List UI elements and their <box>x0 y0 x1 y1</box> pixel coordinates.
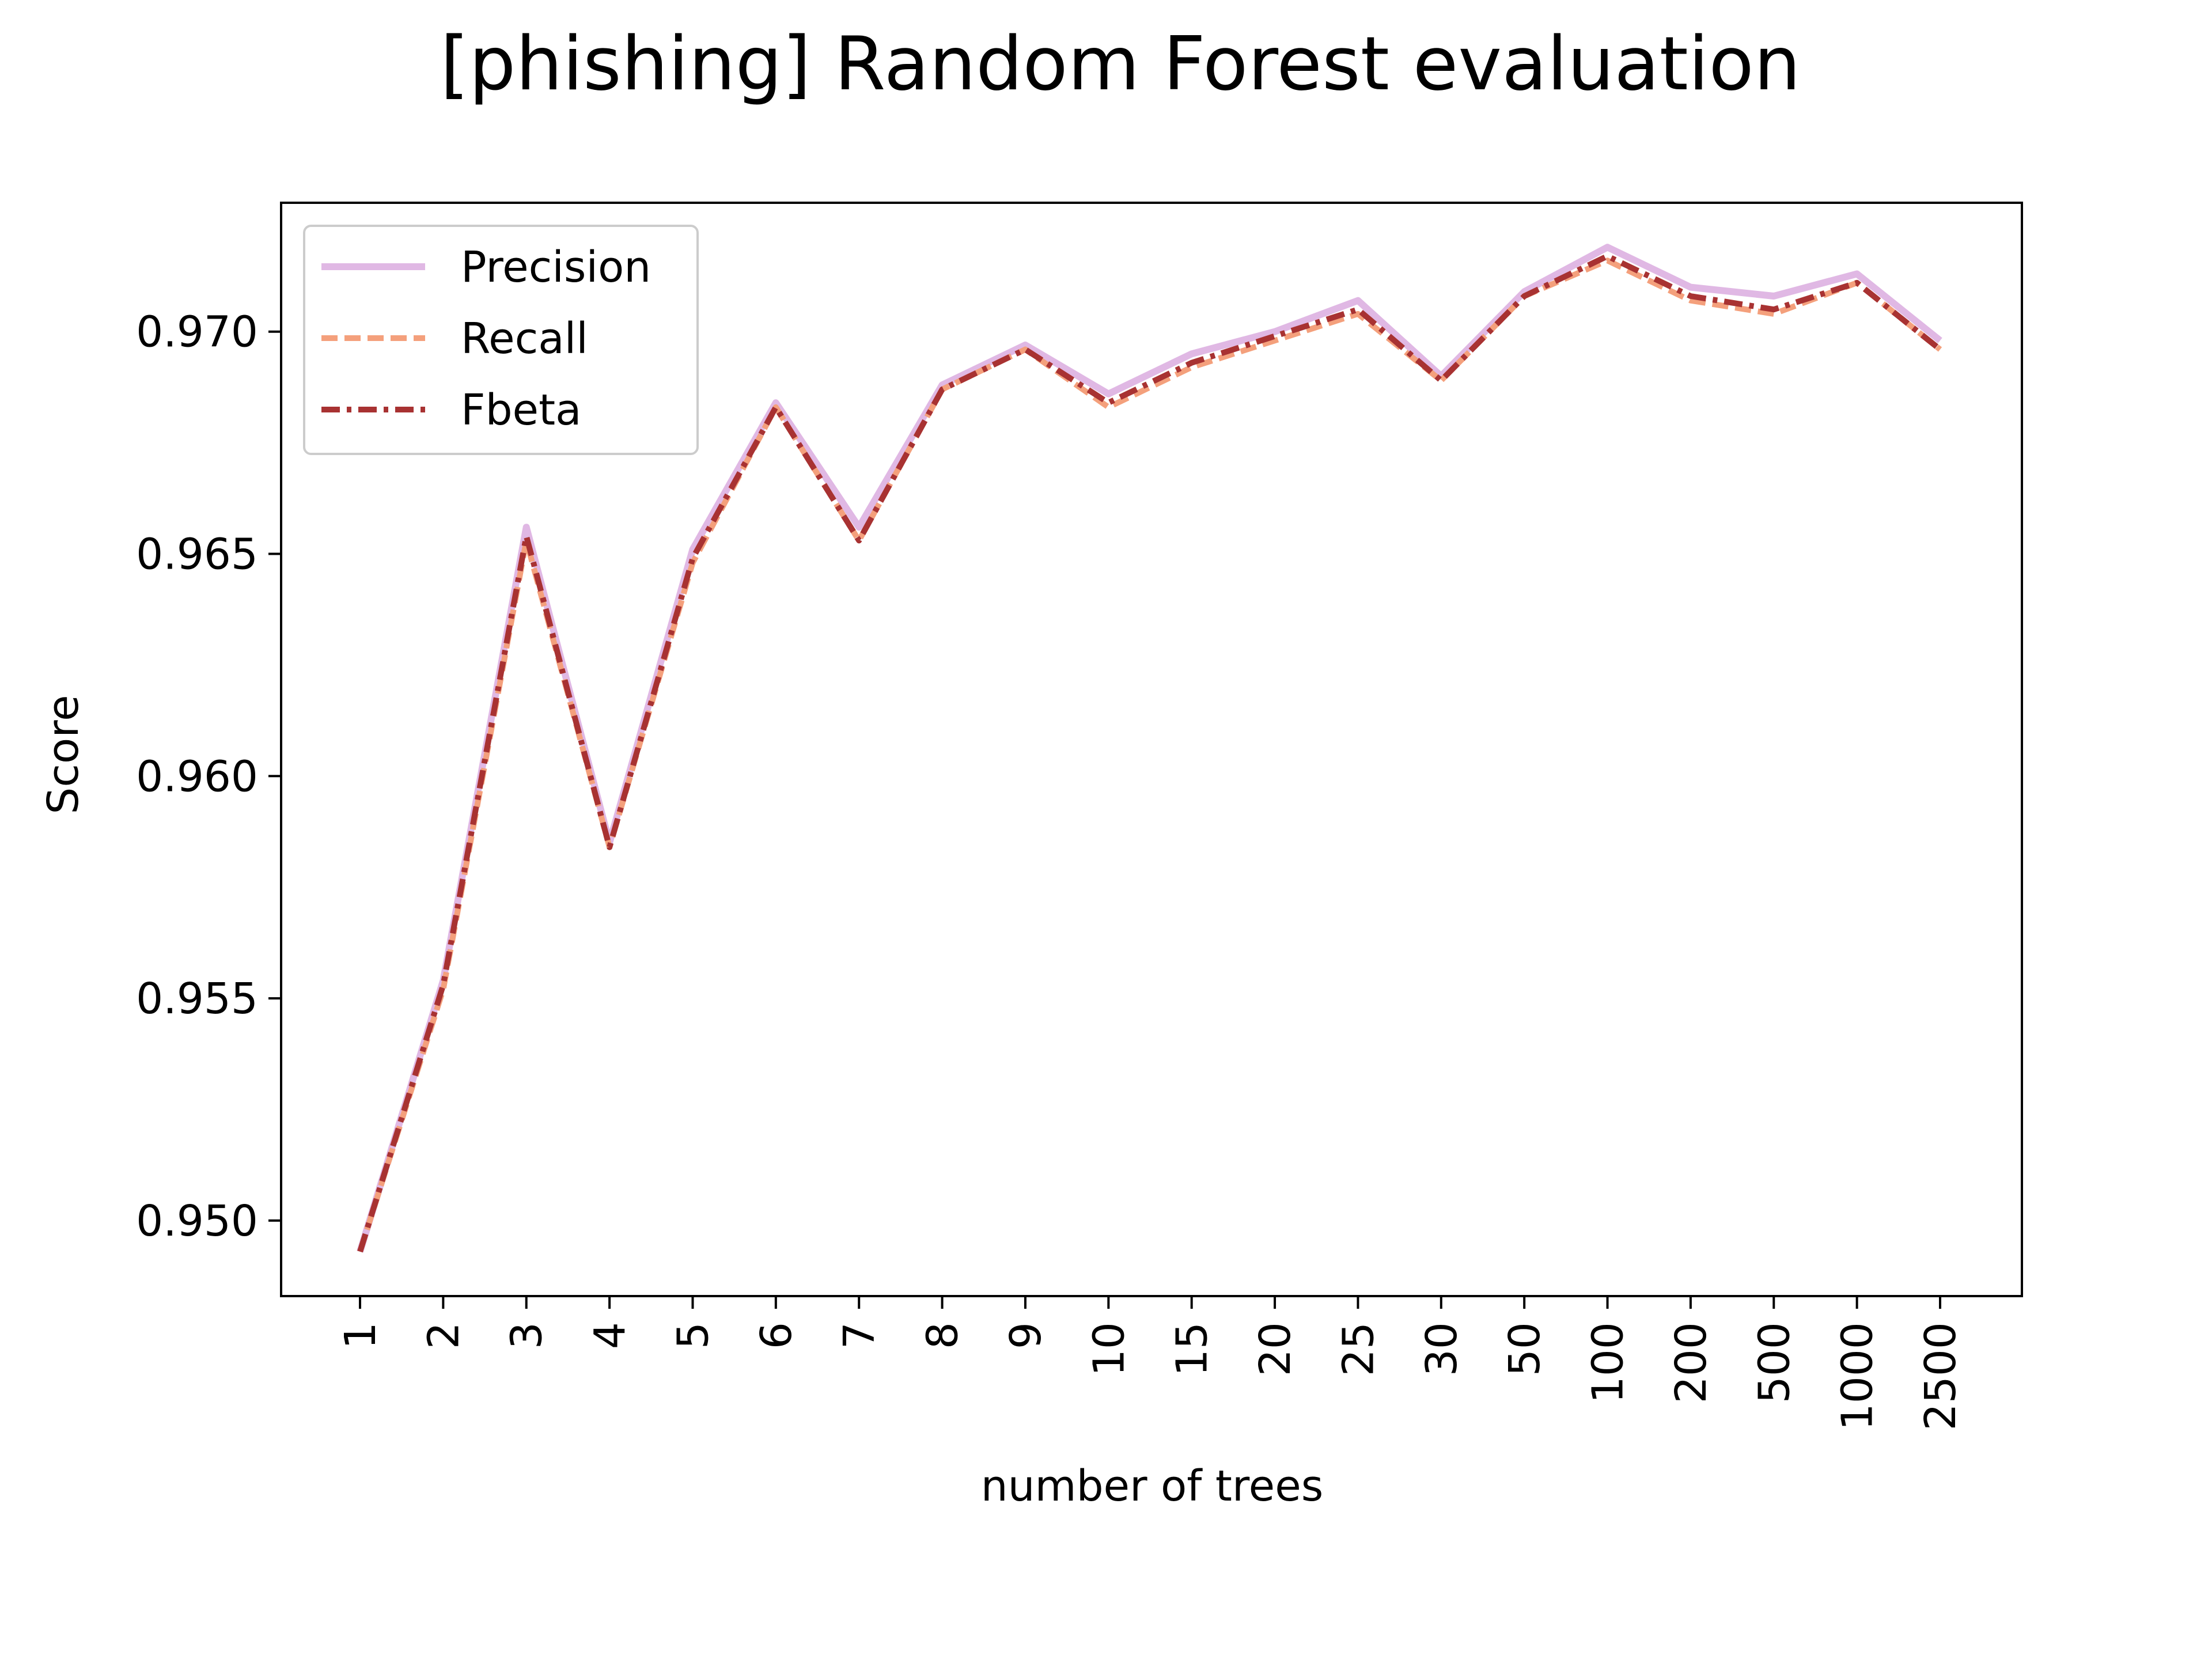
x-tick-label: 100 <box>1584 1322 1633 1403</box>
y-tick-label: 0.960 <box>136 752 258 801</box>
x-tick-label: 9 <box>1001 1322 1051 1349</box>
x-tick-label: 2 <box>419 1322 468 1349</box>
legend-label-recall: Recall <box>461 314 588 363</box>
series-lines <box>357 244 1942 1253</box>
x-tick-label: 5 <box>668 1322 718 1349</box>
x-tick-label: 1 <box>336 1322 385 1349</box>
x-tick-label: 10 <box>1084 1322 1134 1376</box>
chart-title: [phishing] Random Forest evaluation <box>440 21 1801 107</box>
x-tick-label: 20 <box>1251 1322 1300 1376</box>
x-tick-label: 7 <box>835 1322 884 1349</box>
x-tick-label: 2500 <box>1916 1322 1965 1430</box>
x-tick-label: 500 <box>1749 1322 1799 1403</box>
y-axis-ticks: 0.950 0.955 0.960 0.965 0.970 <box>136 308 281 1246</box>
y-tick-label: 0.955 <box>136 974 258 1024</box>
x-tick-label: 1000 <box>1833 1322 1883 1430</box>
legend-label-precision: Precision <box>461 243 651 292</box>
x-tick-label: 3 <box>502 1322 552 1349</box>
y-tick-label: 0.970 <box>136 308 258 357</box>
y-axis-label: Score <box>39 695 88 814</box>
x-tick-label: 6 <box>752 1322 801 1349</box>
plot-area: 0.950 0.955 0.960 0.965 0.970 1 2 3 4 5 6 7 8 9 10 15 2… <box>136 202 2023 1430</box>
x-tick-label: 15 <box>1168 1322 1217 1376</box>
x-tick-label: 200 <box>1666 1322 1716 1403</box>
legend: Precision Recall Fbeta <box>303 225 699 455</box>
x-tick-label: 50 <box>1500 1322 1550 1376</box>
axes-frame <box>280 202 2023 1297</box>
y-tick-label: 0.950 <box>136 1196 258 1246</box>
legend-label-fbeta: Fbeta <box>461 385 581 435</box>
x-tick-label: 25 <box>1334 1322 1383 1376</box>
legend-box <box>303 225 699 455</box>
x-axis-ticks: 1 2 3 4 5 6 7 8 9 10 15 20 25 30 50 100 200 500 1000 2500 <box>336 1296 1965 1430</box>
x-tick-label: 4 <box>585 1322 635 1349</box>
x-tick-label: 8 <box>918 1322 968 1349</box>
y-tick-label: 0.965 <box>136 530 258 579</box>
series-line-fbeta <box>357 253 1942 1253</box>
x-axis-label: number of trees <box>981 1461 1324 1511</box>
x-tick-label: 30 <box>1417 1322 1467 1376</box>
